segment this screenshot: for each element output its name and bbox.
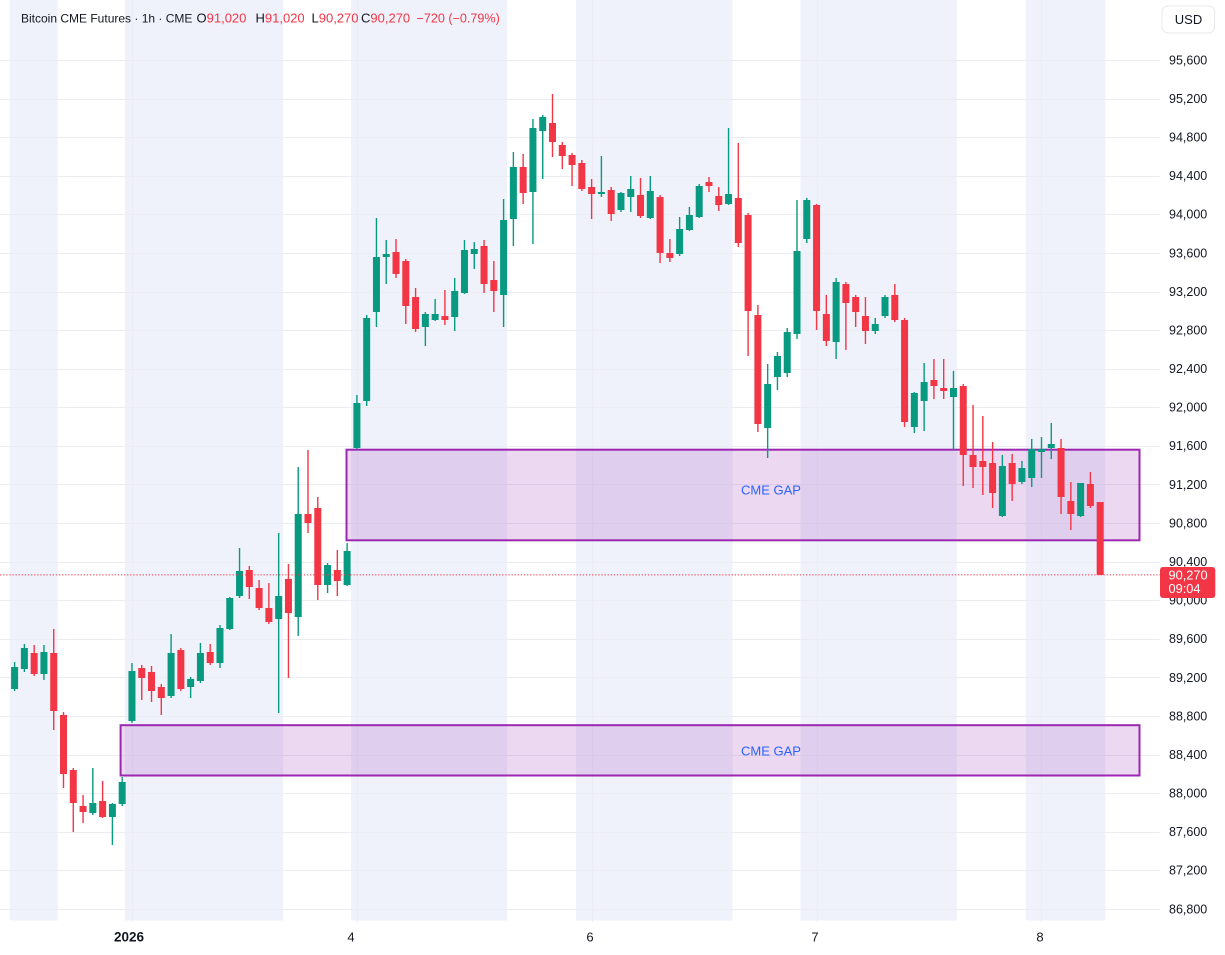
- svg-text:Bitcoin CME Futures · 1h · CME: Bitcoin CME Futures · 1h · CME: [21, 11, 192, 25]
- svg-text:93,600: 93,600: [1169, 246, 1207, 260]
- svg-text:4: 4: [347, 930, 354, 945]
- svg-text:90,400: 90,400: [1169, 555, 1207, 569]
- svg-text:95,600: 95,600: [1169, 53, 1207, 67]
- svg-text:91,600: 91,600: [1169, 439, 1207, 453]
- svg-text:CME GAP: CME GAP: [741, 744, 801, 759]
- svg-text:89,600: 89,600: [1169, 632, 1207, 646]
- svg-text:8: 8: [1036, 930, 1043, 945]
- svg-text:92,400: 92,400: [1169, 362, 1207, 376]
- svg-text:92,000: 92,000: [1169, 401, 1207, 415]
- svg-text:86,800: 86,800: [1169, 902, 1207, 916]
- svg-text:91,200: 91,200: [1169, 478, 1207, 492]
- svg-text:88,800: 88,800: [1169, 709, 1207, 723]
- svg-text:94,400: 94,400: [1169, 169, 1207, 183]
- svg-text:7: 7: [811, 930, 818, 945]
- svg-text:C90,270: C90,270: [361, 10, 410, 25]
- svg-text:92,800: 92,800: [1169, 323, 1207, 337]
- svg-text:L90,270: L90,270: [312, 10, 359, 25]
- svg-text:−720 (−0.79%): −720 (−0.79%): [417, 11, 500, 25]
- svg-text:90,800: 90,800: [1169, 516, 1207, 530]
- svg-text:87,600: 87,600: [1169, 825, 1207, 839]
- svg-text:2026: 2026: [114, 930, 145, 945]
- svg-text:93,200: 93,200: [1169, 285, 1207, 299]
- svg-text:H91,020: H91,020: [256, 10, 305, 25]
- svg-text:94,000: 94,000: [1169, 208, 1207, 222]
- svg-text:09:04: 09:04: [1169, 581, 1201, 596]
- svg-text:88,400: 88,400: [1169, 748, 1207, 762]
- svg-text:O91,020: O91,020: [197, 10, 247, 25]
- svg-text:94,800: 94,800: [1169, 131, 1207, 145]
- svg-text:89,200: 89,200: [1169, 671, 1207, 685]
- svg-text:CME GAP: CME GAP: [741, 483, 801, 498]
- svg-text:USD: USD: [1175, 12, 1202, 27]
- svg-text:95,200: 95,200: [1169, 92, 1207, 106]
- svg-text:6: 6: [586, 930, 593, 945]
- svg-text:90,270: 90,270: [1169, 568, 1208, 583]
- svg-text:88,000: 88,000: [1169, 787, 1207, 801]
- svg-text:87,200: 87,200: [1169, 864, 1207, 878]
